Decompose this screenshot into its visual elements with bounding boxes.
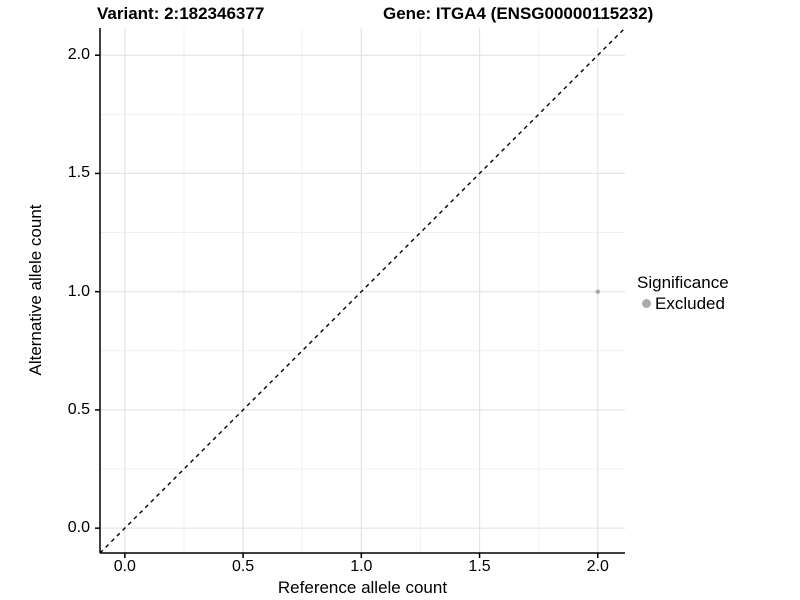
legend-items: Excluded <box>637 294 729 313</box>
plot-title-gene: Gene: ITGA4 (ENSG00000115232) <box>383 4 654 23</box>
x-axis-title: Reference allele count <box>277 578 448 597</box>
legend-title: Significance <box>637 273 729 292</box>
y-tick-label: 0.5 <box>67 400 90 418</box>
x-tick-label: 0.0 <box>113 558 136 575</box>
y-tick-label: 1.0 <box>67 282 90 300</box>
x-tick-label: 2.0 <box>586 558 609 575</box>
y-tick-label: 0.0 <box>67 519 90 537</box>
identity-line <box>99 27 626 554</box>
legend: Significance Excluded <box>637 273 729 313</box>
x-tick-label: 1.0 <box>350 558 373 575</box>
y-tick-label: 2.0 <box>67 46 90 64</box>
y-tick-label: 1.5 <box>67 164 90 182</box>
x-tick-label: 0.5 <box>231 558 255 575</box>
legend-point-icon <box>642 299 651 308</box>
legend-item: Excluded <box>637 294 729 313</box>
plot-title-variant: Variant: 2:182346377 <box>97 4 265 23</box>
legend-item-label: Excluded <box>655 294 725 313</box>
data-point <box>595 289 601 294</box>
x-tick-label: 1.5 <box>468 558 491 575</box>
